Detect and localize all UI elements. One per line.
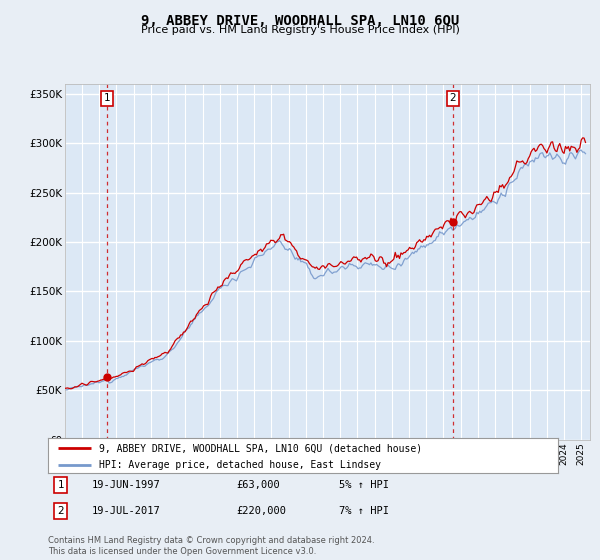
Text: 1: 1 xyxy=(58,480,64,490)
Text: Price paid vs. HM Land Registry's House Price Index (HPI): Price paid vs. HM Land Registry's House … xyxy=(140,25,460,35)
Text: £63,000: £63,000 xyxy=(236,480,280,490)
Text: £220,000: £220,000 xyxy=(236,506,287,516)
Text: 19-JUN-1997: 19-JUN-1997 xyxy=(91,480,160,490)
Text: 1: 1 xyxy=(104,93,110,103)
Text: HPI: Average price, detached house, East Lindsey: HPI: Average price, detached house, East… xyxy=(99,460,381,469)
Text: 9, ABBEY DRIVE, WOODHALL SPA, LN10 6QU: 9, ABBEY DRIVE, WOODHALL SPA, LN10 6QU xyxy=(141,14,459,28)
Text: 9, ABBEY DRIVE, WOODHALL SPA, LN10 6QU (detached house): 9, ABBEY DRIVE, WOODHALL SPA, LN10 6QU (… xyxy=(99,443,422,453)
Text: 5% ↑ HPI: 5% ↑ HPI xyxy=(338,480,389,490)
Text: 2: 2 xyxy=(449,93,456,103)
Text: 7% ↑ HPI: 7% ↑ HPI xyxy=(338,506,389,516)
Text: 19-JUL-2017: 19-JUL-2017 xyxy=(91,506,160,516)
Text: 2: 2 xyxy=(58,506,64,516)
Text: Contains HM Land Registry data © Crown copyright and database right 2024.
This d: Contains HM Land Registry data © Crown c… xyxy=(48,536,374,556)
